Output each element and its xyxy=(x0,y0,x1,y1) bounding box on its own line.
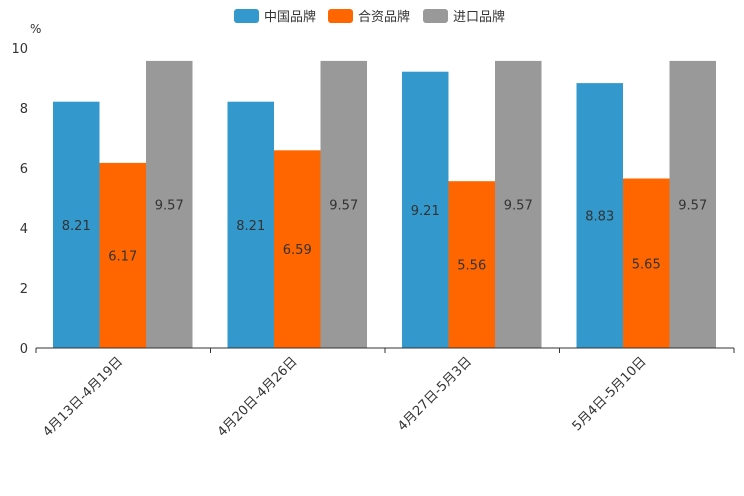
legend-swatch-1[interactable] xyxy=(234,9,259,23)
bar-2-1[interactable] xyxy=(99,162,147,348)
bar-value-label: 6.59 xyxy=(283,243,312,258)
x-category-label: 5月4日-5月10日 xyxy=(570,354,650,434)
bar-3-4[interactable] xyxy=(669,60,717,349)
bar-2-4[interactable] xyxy=(623,178,670,349)
bar-value-label: 8.83 xyxy=(585,210,614,225)
y-tick-label: 0 xyxy=(20,342,28,357)
bar-3-3[interactable] xyxy=(495,60,542,349)
legend-label-2[interactable]: 合资品牌 xyxy=(358,9,410,25)
bar-value-label: 5.56 xyxy=(457,259,486,274)
data-labels: 8.21 6.17 9.57 8.21 6.59 9.57 9.21 5.56 9.57 8.83… xyxy=(62,198,707,273)
bars xyxy=(53,60,717,349)
legend-label-3[interactable]: 进口品牌 xyxy=(453,9,505,25)
legend: 中国品牌 合资品牌 进口品牌 xyxy=(234,9,505,25)
y-tick-label: 4 xyxy=(20,222,28,237)
bar-value-label: 9.57 xyxy=(504,198,533,213)
legend-swatch-2[interactable] xyxy=(328,9,353,23)
bar-value-label: 5.65 xyxy=(632,257,661,272)
bar-1-1[interactable] xyxy=(53,101,100,348)
bar-1-4[interactable] xyxy=(576,83,624,348)
bar-1-2[interactable] xyxy=(227,101,275,348)
bar-value-label: 9.21 xyxy=(411,204,440,219)
y-tick-label: 2 xyxy=(20,282,28,297)
x-category-label: 4月20日-4月26日 xyxy=(215,354,301,440)
y-axis: 0 2 4 6 8 10 xyxy=(11,42,28,357)
bar-3-2[interactable] xyxy=(320,60,368,349)
legend-label-1[interactable]: 中国品牌 xyxy=(264,9,316,25)
x-category-label: 4月27日-5月3日 xyxy=(395,354,475,434)
bar-value-label: 8.21 xyxy=(236,219,265,234)
y-tick-label: 6 xyxy=(20,162,28,177)
x-axis: 4月13日-4月19日 4月20日-4月26日 4月27日-5月3日 5月4日-5月1… xyxy=(35,347,735,440)
bar-value-label: 9.57 xyxy=(329,198,358,213)
bar-value-label: 8.21 xyxy=(62,219,91,234)
bar-2-3[interactable] xyxy=(448,181,496,348)
legend-swatch-3[interactable] xyxy=(423,9,448,23)
bar-value-label: 9.57 xyxy=(155,198,184,213)
x-category-label: 4月13日-4月19日 xyxy=(40,354,126,440)
bar-3-1[interactable] xyxy=(146,60,193,349)
bar-value-label: 6.17 xyxy=(108,249,137,264)
y-tick-label: 10 xyxy=(11,42,28,57)
y-tick-label: 8 xyxy=(20,102,28,117)
bar-1-3[interactable] xyxy=(402,71,449,348)
y-axis-unit-label: % xyxy=(30,22,41,36)
bar-value-label: 9.57 xyxy=(678,198,707,213)
bar-2-2[interactable] xyxy=(274,150,321,348)
